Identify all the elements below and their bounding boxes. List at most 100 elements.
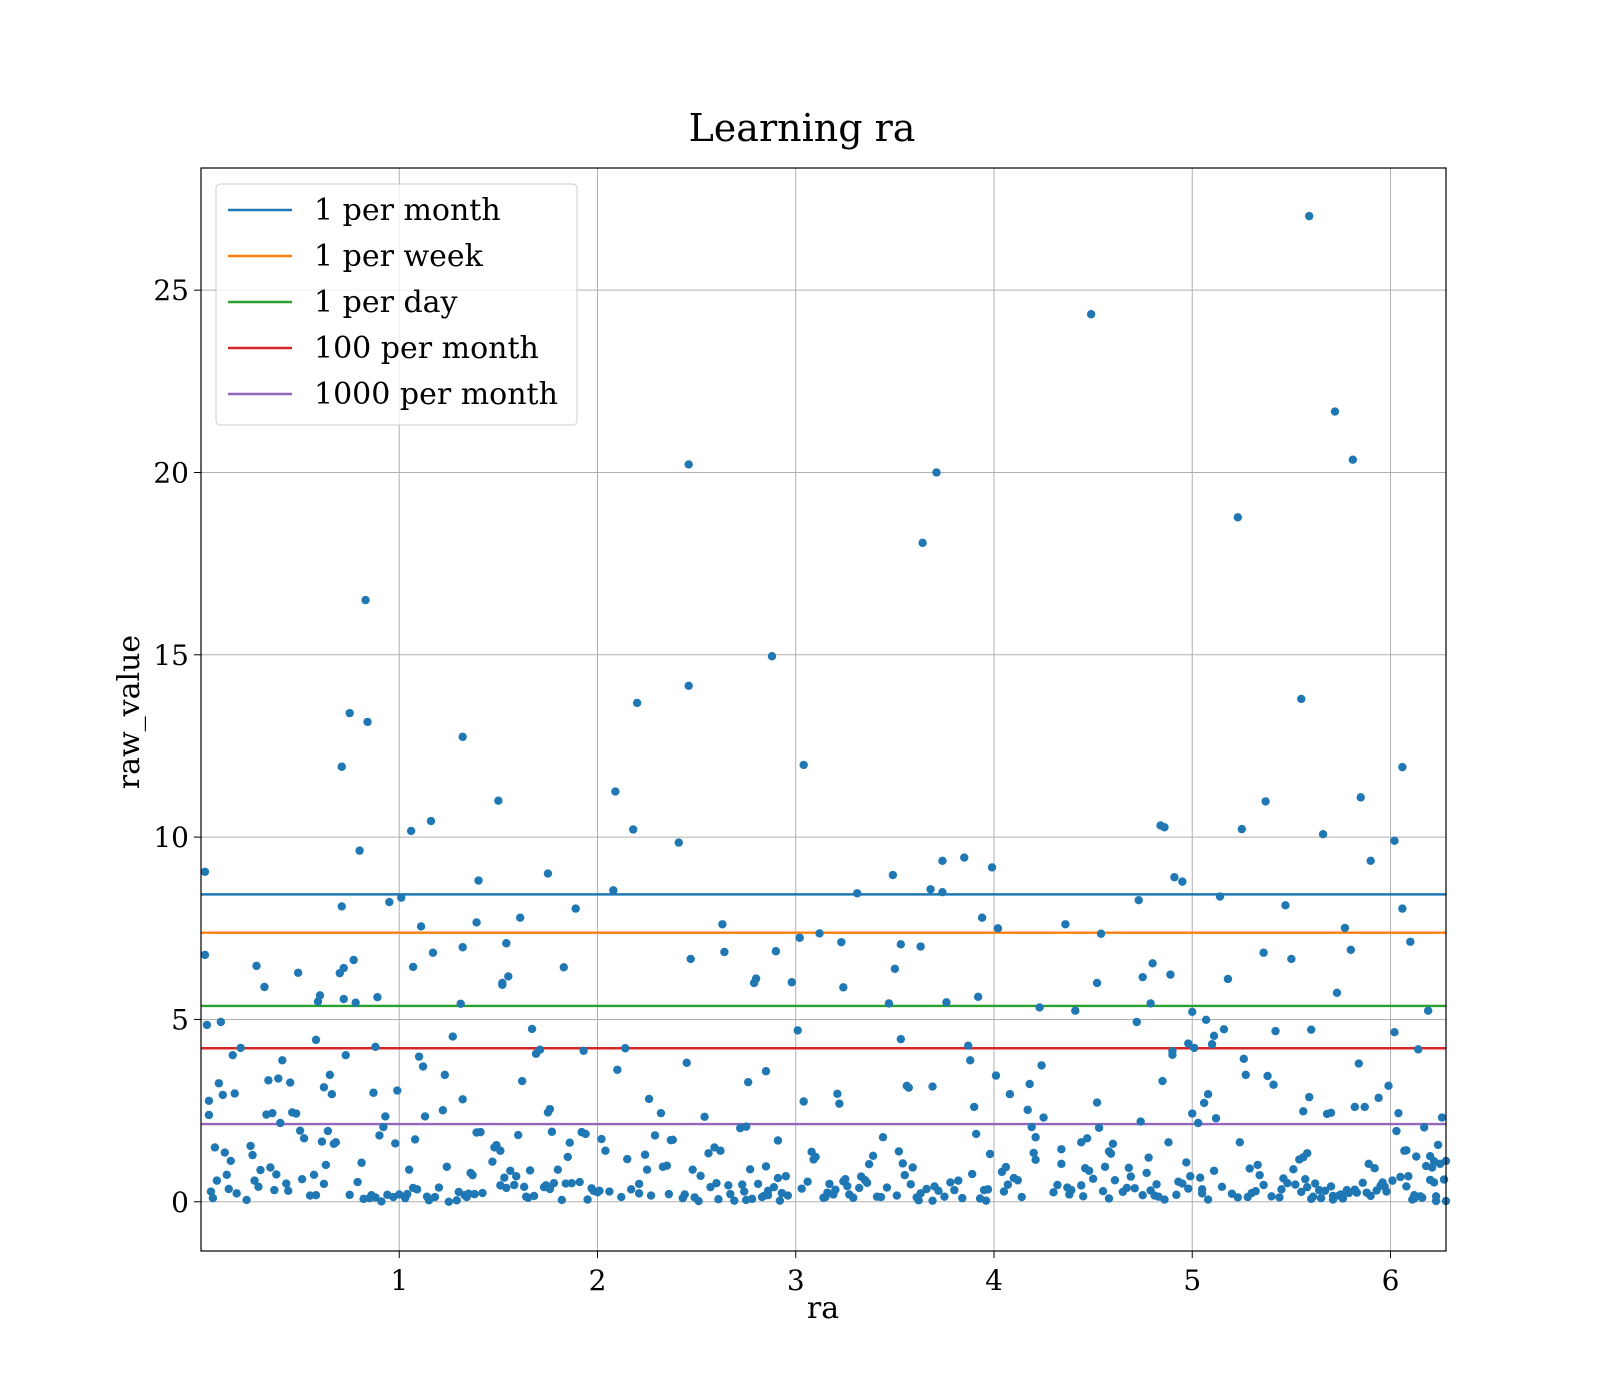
scatter-point (1366, 856, 1375, 866)
scatter-point (1382, 1187, 1391, 1196)
legend-label: 1 per month (314, 193, 501, 228)
scatter-point (1184, 1184, 1193, 1193)
scatter-point (226, 1156, 235, 1166)
legend: 1 per month 1 per week 1 per day 100 per mo… (215, 183, 578, 426)
scatter-point (1094, 1123, 1104, 1132)
scatter-point (1170, 873, 1179, 882)
scatter-point (549, 1178, 559, 1188)
scatter-point (1053, 1180, 1062, 1190)
scatter-point (1049, 1188, 1058, 1197)
scatter-point (420, 1112, 430, 1121)
scatter-point (319, 1179, 329, 1189)
scatter-point (1057, 1145, 1066, 1154)
scatter-point (337, 902, 346, 911)
scatter-point (1299, 1107, 1308, 1116)
scatter-point (311, 1191, 321, 1200)
legend-label: 1000 per month (314, 377, 558, 412)
scatter-point (971, 1129, 981, 1139)
scatter-point (1332, 988, 1342, 998)
scatter-point (1259, 1180, 1268, 1190)
scatter-point (634, 1179, 644, 1189)
legend-box (215, 183, 578, 426)
scatter-point (519, 1182, 529, 1192)
scatter-point (888, 870, 898, 880)
scatter-point (1340, 923, 1350, 933)
scatter-point (864, 1160, 874, 1169)
scatter-point (837, 937, 846, 947)
legend-label: 100 per month (314, 331, 539, 366)
scatter-point (1402, 1182, 1411, 1191)
scatter-point (1039, 1113, 1048, 1122)
scatter-point (1326, 1182, 1336, 1191)
scatter-point (252, 961, 261, 971)
scatter-point (946, 1178, 955, 1187)
scatter-point (969, 1102, 979, 1112)
scatter-point (684, 681, 693, 690)
scatter-point (682, 1058, 691, 1068)
scatter-point (309, 1170, 319, 1179)
scatter-point (938, 887, 947, 897)
scatter-point (557, 1195, 567, 1205)
scatter-point (843, 1181, 852, 1191)
scatter-point (377, 1197, 386, 1206)
scatter-point (781, 1172, 791, 1181)
scatter-point (272, 1170, 281, 1179)
scatter-point (716, 1146, 725, 1155)
scatter-point (1303, 1182, 1312, 1192)
scatter-point (1138, 972, 1147, 982)
scatter-point (444, 1197, 454, 1206)
scatter-point (680, 1190, 689, 1199)
legend-label: 1 per day (314, 285, 458, 320)
scatter-point (797, 1184, 806, 1193)
scatter-point (502, 939, 511, 948)
scatter-point (918, 538, 927, 548)
scatter-point (200, 950, 210, 960)
scatter-point (321, 1160, 331, 1170)
scatter-point (1132, 1017, 1141, 1027)
scatter-point (839, 983, 848, 992)
scatter-point (1305, 211, 1314, 221)
scatter-point (553, 1165, 563, 1174)
scatter-point (831, 1185, 840, 1194)
scatter-point (738, 1180, 747, 1189)
scatter-point (928, 1196, 937, 1205)
scatter-point (656, 1108, 666, 1118)
x-axis-ticks: 1 2 3 4 5 6 (390, 1251, 1399, 1297)
scatter-point (662, 1161, 672, 1170)
scatter-point (884, 999, 894, 1008)
scatter-point (202, 1020, 212, 1030)
scatter-point (613, 1065, 622, 1074)
scatter-point (500, 1173, 509, 1182)
scatter-point (773, 1173, 783, 1183)
scatter-point (942, 998, 951, 1007)
scatter-point (1354, 1059, 1363, 1068)
scatter-point (357, 1158, 366, 1167)
scatter-point (349, 955, 358, 965)
scatter-point (1134, 896, 1143, 905)
scatter-point (274, 1074, 283, 1083)
x-tick-label: 3 (787, 1264, 805, 1297)
scatter-point (458, 1095, 467, 1104)
scatter-point (1017, 1192, 1026, 1202)
scatter-point (862, 1178, 872, 1188)
scatter-point (1316, 1193, 1326, 1203)
scatter-point (1271, 1026, 1280, 1036)
scatter-point (470, 1189, 479, 1199)
scatter-point (282, 1179, 291, 1188)
scatter-point (250, 1176, 259, 1185)
scatter-point (291, 1109, 301, 1118)
scatter-point (264, 1076, 273, 1085)
scatter-point (1138, 1191, 1147, 1200)
y-tick-label: 20 (153, 456, 189, 489)
scatter-point (617, 1192, 626, 1202)
scatter-point (297, 1174, 307, 1184)
scatter-point (1203, 1090, 1213, 1099)
scatter-point (278, 1056, 287, 1065)
scatter-point (741, 1122, 751, 1131)
scatter-point (694, 1196, 703, 1206)
scatter-point (204, 1096, 214, 1105)
scatter-point (416, 922, 426, 931)
scatter-point (1301, 1174, 1310, 1184)
scatter-point (904, 1083, 913, 1092)
